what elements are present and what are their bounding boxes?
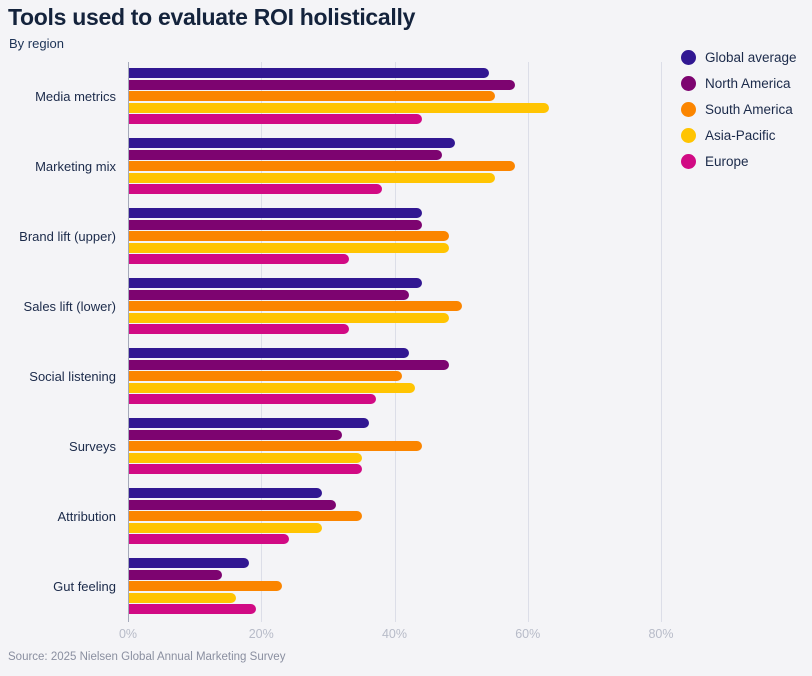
x-tick-label: 80%: [648, 627, 674, 641]
gridline-80%: [661, 62, 662, 622]
legend-item-europe: Europe: [681, 154, 797, 169]
category-label: Marketing mix: [35, 159, 116, 174]
legend-dot-icon: [681, 154, 696, 169]
bar-south-america: [129, 441, 423, 452]
bar-north-america: [129, 79, 516, 90]
legend-item-north-america: North America: [681, 76, 797, 91]
bar-north-america: [129, 569, 223, 580]
bar-europe: [129, 184, 383, 195]
bar-asia-pacific: [129, 312, 449, 323]
bar-south-america: [129, 91, 496, 102]
bar-global-average: [129, 208, 423, 218]
category-label: Attribution: [57, 509, 116, 524]
bar-global-average: [129, 68, 489, 78]
bar-europe: [129, 114, 423, 125]
bar-global-average: [129, 488, 323, 498]
bar-global-average: [129, 348, 409, 358]
bar-asia-pacific: [129, 452, 363, 463]
page-title: Tools used to evaluate ROI holistically: [8, 4, 416, 30]
legend-item-asia-pacific: Asia-Pacific: [681, 128, 797, 143]
legend-item-global-average: Global average: [681, 50, 797, 65]
x-tick-label: 40%: [381, 627, 408, 641]
legend-label: North America: [705, 76, 791, 91]
bar-north-america: [129, 149, 443, 160]
bar-asia-pacific: [129, 382, 416, 393]
category-label: Sales lift (lower): [23, 299, 116, 314]
category-label: Media metrics: [35, 89, 116, 104]
category-label: Social listening: [29, 369, 116, 384]
gridline-60%: [527, 62, 529, 622]
bar-south-america: [129, 231, 449, 242]
legend-label: South America: [705, 102, 793, 117]
bar-europe: [129, 604, 256, 615]
bar-north-america: [129, 499, 336, 510]
bar-asia-pacific: [129, 522, 323, 533]
gridline-20%: [261, 62, 263, 622]
bar-south-america: [129, 301, 463, 312]
bar-europe: [129, 394, 376, 405]
bar-asia-pacific: [129, 172, 496, 183]
legend-dot-icon: [681, 102, 696, 117]
legend-dot-icon: [681, 76, 696, 91]
page-subtitle: By region: [9, 36, 64, 51]
legend-label: Europe: [705, 154, 749, 169]
bar-asia-pacific: [129, 102, 549, 113]
bar-south-america: [129, 581, 283, 592]
bar-global-average: [129, 418, 369, 428]
category-label: Brand lift (upper): [19, 229, 116, 244]
bar-south-america: [129, 511, 363, 522]
legend-dot-icon: [681, 128, 696, 143]
bar-asia-pacific: [129, 242, 449, 253]
bar-south-america: [129, 161, 516, 172]
bar-north-america: [129, 289, 409, 300]
bar-south-america: [129, 371, 403, 382]
x-tick-label: 60%: [515, 627, 541, 641]
x-tick-label: 0%: [118, 627, 138, 641]
legend-dot-icon: [681, 50, 696, 65]
legend-label: Asia-Pacific: [705, 128, 776, 143]
bar-north-america: [129, 359, 449, 370]
bar-global-average: [129, 558, 249, 568]
category-label: Surveys: [69, 439, 116, 454]
legend-item-south-america: South America: [681, 102, 797, 117]
bar-north-america: [129, 219, 423, 230]
x-tick-label: 20%: [248, 627, 274, 641]
bar-global-average: [129, 138, 456, 148]
y-axis-line: [128, 62, 129, 622]
chart-legend: Global average North America South America…: [681, 50, 797, 169]
bar-global-average: [129, 278, 423, 288]
bar-europe: [129, 324, 349, 335]
legend-label: Global average: [705, 50, 797, 65]
gridline-40%: [394, 62, 396, 622]
bar-europe: [129, 254, 349, 265]
bar-europe: [129, 464, 363, 475]
bar-europe: [129, 534, 289, 545]
bar-north-america: [129, 429, 343, 440]
source-note: Source: 2025 Nielsen Global Annual Marke…: [8, 651, 286, 663]
bar-asia-pacific: [129, 592, 236, 603]
category-label: Gut feeling: [53, 579, 116, 594]
